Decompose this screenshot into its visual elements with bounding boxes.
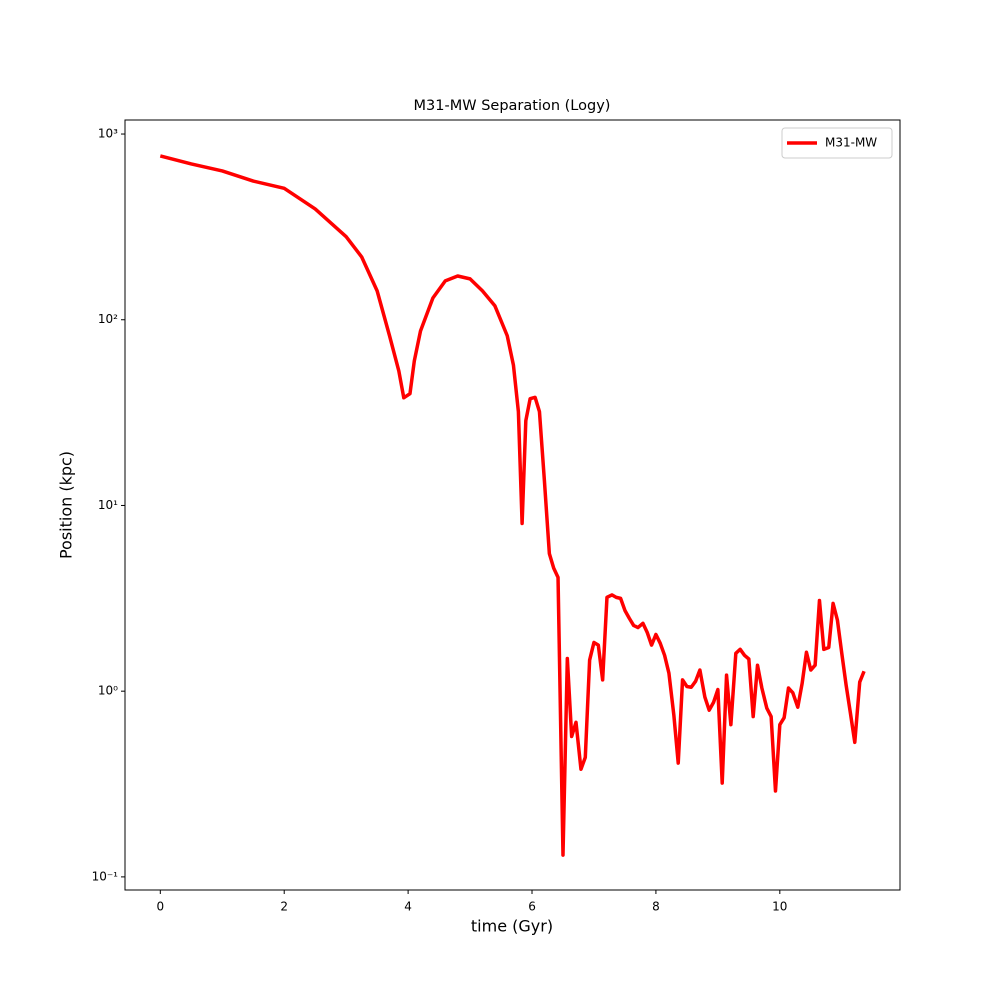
- x-tick-label: 4: [404, 900, 412, 914]
- y-tick-label: 10³: [98, 127, 118, 141]
- chart-title: M31-MW Separation (Logy): [414, 98, 611, 114]
- y-axis-label: Position (kpc): [57, 451, 76, 559]
- y-tick-label: 10²: [98, 312, 118, 326]
- x-tick-label: 2: [280, 900, 288, 914]
- plot-area: [124, 119, 901, 891]
- data-line: [159, 154, 866, 857]
- x-tick-label: 10: [772, 900, 787, 914]
- x-tick-label: 8: [652, 900, 660, 914]
- legend-label: M31-MW: [825, 136, 877, 150]
- legend-box: [781, 127, 893, 159]
- x-tick-label: 0: [156, 900, 164, 914]
- y-tick-label: 10⁻¹: [92, 869, 119, 883]
- x-tick-label: 6: [528, 900, 536, 914]
- x-axis-label: time (Gyr): [471, 917, 553, 936]
- y-tick-label: 10⁰: [98, 684, 118, 698]
- y-tick-label: 10¹: [98, 498, 118, 512]
